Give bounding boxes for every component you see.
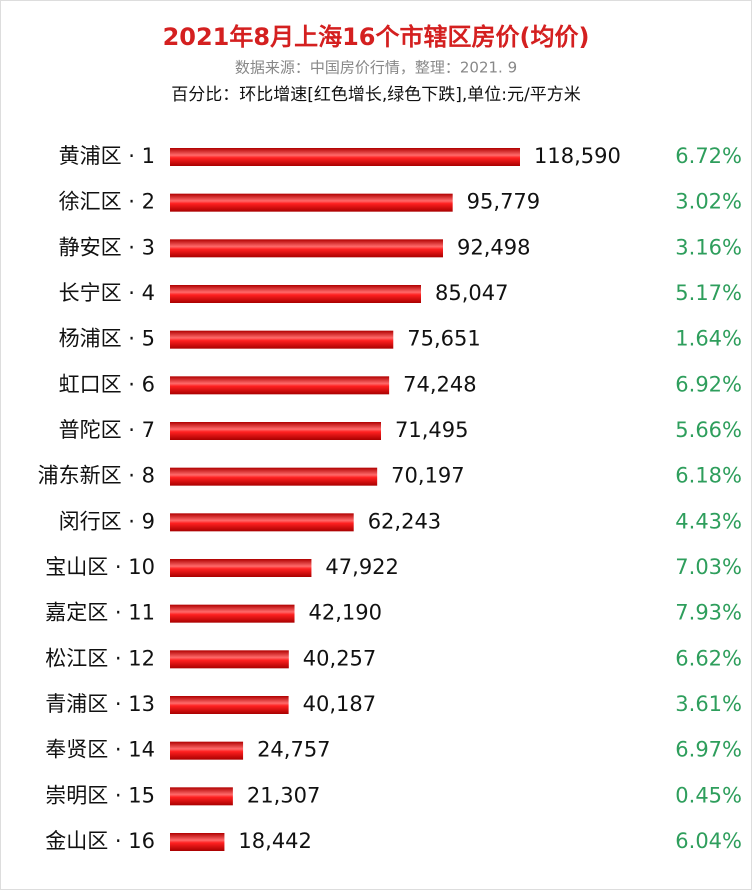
growth-label: 3.02% bbox=[675, 190, 742, 214]
growth-label: 3.16% bbox=[675, 235, 742, 259]
value-label: 75,651 bbox=[407, 327, 480, 351]
note: 百分比：环比增速[红色增长,绿色下跌],单位:元/平方米 bbox=[171, 85, 581, 105]
value-label: 70,197 bbox=[391, 464, 464, 488]
value-label: 47,922 bbox=[325, 555, 398, 579]
growth-label: 6.04% bbox=[675, 829, 742, 853]
value-label: 95,779 bbox=[467, 190, 540, 214]
category-label: 徐汇区 · 2 bbox=[59, 190, 155, 214]
category-label: 奉贤区 · 14 bbox=[45, 738, 155, 762]
category-label: 松江区 · 12 bbox=[45, 646, 155, 670]
growth-label: 6.62% bbox=[675, 646, 742, 670]
value-label: 18,442 bbox=[238, 829, 311, 853]
growth-label: 6.18% bbox=[675, 464, 742, 488]
value-label: 71,495 bbox=[395, 418, 468, 442]
value-label: 62,243 bbox=[368, 509, 441, 533]
growth-label: 5.17% bbox=[675, 281, 742, 305]
growth-label: 6.72% bbox=[675, 144, 742, 168]
growth-label: 1.64% bbox=[675, 327, 742, 351]
value-label: 118,590 bbox=[534, 144, 621, 168]
bar bbox=[170, 741, 244, 760]
category-label: 青浦区 · 13 bbox=[45, 692, 155, 716]
value-label: 42,190 bbox=[309, 601, 382, 625]
subtitle: 数据来源：中国房价行情，整理：2021. 9 bbox=[235, 59, 517, 77]
bar bbox=[170, 650, 289, 669]
value-label: 21,307 bbox=[247, 783, 320, 807]
growth-label: 7.03% bbox=[675, 555, 742, 579]
category-label: 长宁区 · 4 bbox=[59, 281, 155, 305]
growth-label: 3.61% bbox=[675, 692, 742, 716]
growth-label: 7.93% bbox=[675, 601, 742, 625]
category-label: 黄浦区 · 1 bbox=[59, 144, 155, 168]
chart-title: 2021年8月上海16个市辖区房价(均价) bbox=[163, 23, 590, 51]
category-label: 浦东新区 · 8 bbox=[38, 464, 155, 488]
category-label: 普陀区 · 7 bbox=[59, 418, 155, 442]
bar bbox=[170, 330, 394, 349]
category-label: 杨浦区 · 5 bbox=[59, 327, 155, 351]
category-label: 金山区 · 16 bbox=[45, 829, 155, 853]
bar bbox=[170, 559, 312, 577]
bar bbox=[170, 285, 422, 303]
bar bbox=[170, 696, 289, 714]
bar bbox=[170, 376, 390, 395]
bar bbox=[170, 239, 443, 258]
growth-label: 4.43% bbox=[675, 509, 742, 533]
bar bbox=[170, 148, 520, 166]
category-label: 嘉定区 · 11 bbox=[45, 601, 155, 625]
value-label: 40,257 bbox=[303, 646, 376, 670]
bar bbox=[170, 604, 295, 623]
growth-label: 6.97% bbox=[675, 738, 742, 762]
value-label: 24,757 bbox=[257, 738, 330, 762]
bar bbox=[170, 193, 453, 212]
category-label: 闵行区 · 9 bbox=[59, 509, 155, 533]
value-label: 40,187 bbox=[303, 692, 376, 716]
value-label: 74,248 bbox=[403, 372, 476, 396]
bar bbox=[170, 422, 382, 440]
category-label: 虹口区 · 6 bbox=[59, 372, 155, 396]
bar bbox=[170, 467, 378, 486]
growth-label: 6.92% bbox=[675, 372, 742, 396]
growth-label: 5.66% bbox=[675, 418, 742, 442]
bar bbox=[170, 513, 354, 532]
category-label: 崇明区 · 15 bbox=[45, 783, 155, 807]
growth-label: 0.45% bbox=[675, 783, 742, 807]
value-label: 85,047 bbox=[435, 281, 508, 305]
bar bbox=[170, 787, 233, 806]
value-label: 92,498 bbox=[457, 235, 530, 259]
category-label: 静安区 · 3 bbox=[59, 235, 155, 259]
category-label: 宝山区 · 10 bbox=[45, 555, 155, 579]
bar bbox=[170, 833, 225, 851]
